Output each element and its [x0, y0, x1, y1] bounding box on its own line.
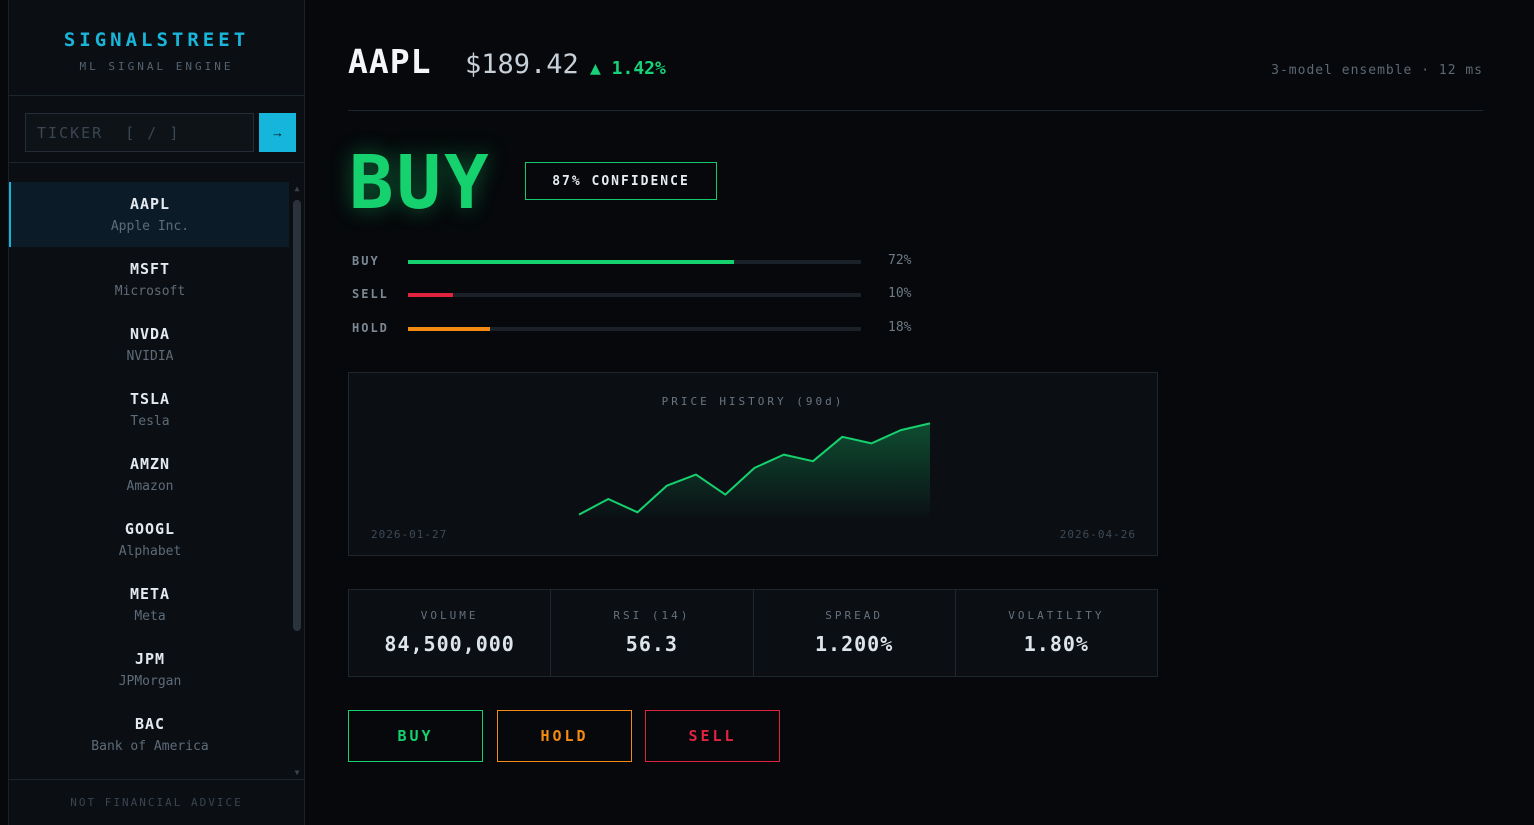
- stat-value: 56.3: [625, 632, 678, 656]
- brand: SIGNALSTREET ML SIGNAL ENGINE: [9, 0, 304, 96]
- stat-volatility: VOLATILITY 1.80%: [955, 590, 1157, 676]
- confidence-badge: 87% CONFIDENCE: [525, 162, 717, 200]
- ticker-item-symbol: TSLA: [129, 390, 171, 408]
- brand-subtitle: ML SIGNAL ENGINE: [79, 60, 234, 73]
- chart-area: [579, 423, 930, 519]
- stat-label: RSI (14): [613, 609, 691, 622]
- prob-fill: [408, 260, 735, 264]
- chart-end-date: 2026-04-26: [1059, 528, 1136, 541]
- signal-label: BUY: [349, 140, 492, 226]
- prob-label: BUY: [352, 254, 380, 268]
- scroll-up-icon[interactable]: ▲: [294, 184, 300, 193]
- chart-plot: [578, 422, 931, 519]
- stat-volume: VOLUME 84,500,000: [349, 590, 552, 676]
- ticker-item-company: JPMorgan: [118, 674, 182, 689]
- ticker-item-company: Alphabet: [118, 544, 182, 559]
- stat-label: VOLUME: [420, 609, 479, 622]
- stat-value: 1.200%: [815, 632, 894, 656]
- hold-button[interactable]: HOLD: [497, 710, 632, 762]
- ticker-item-company: Tesla: [130, 414, 170, 429]
- ticker-item-symbol: GOOGL: [124, 520, 176, 538]
- prob-value: 72%: [888, 253, 912, 268]
- prob-row-hold: HOLD 18%: [348, 319, 928, 339]
- ticker-search: →: [9, 96, 304, 163]
- ticker-item-symbol: NVDA: [129, 325, 171, 343]
- model-meta: 3-model ensemble · 12 ms: [1271, 63, 1483, 78]
- stat-value: 84,500,000: [384, 632, 515, 656]
- ticker-item-company: Apple Inc.: [110, 219, 190, 234]
- prob-fill: [408, 293, 454, 297]
- sidebar: SIGNALSTREET ML SIGNAL ENGINE → AAPL Appl…: [8, 0, 305, 825]
- ticker-item-company: NVIDIA: [126, 349, 174, 364]
- arrow-right-icon: →: [271, 125, 284, 140]
- ticker-item-symbol: JPM: [134, 650, 166, 668]
- ticker-item-jpm[interactable]: JPM JPMorgan: [9, 637, 289, 702]
- buy-button[interactable]: BUY: [348, 710, 483, 762]
- main-panel: AAPL $189.42 ▲ 1.42% 3-model ensemble · …: [348, 0, 1483, 825]
- ticker-item-amzn[interactable]: AMZN Amazon: [9, 442, 289, 507]
- ticker-item-company: Bank of America: [91, 739, 209, 754]
- prob-track: [408, 327, 861, 331]
- stats-row: VOLUME 84,500,000 RSI (14) 56.3 SPREAD 1.200%…: [348, 589, 1158, 677]
- prob-value: 18%: [888, 320, 912, 335]
- go-button[interactable]: →: [259, 113, 296, 152]
- ticker-item-bac[interactable]: BAC Bank of America: [9, 702, 289, 767]
- stat-value: 1.80%: [1023, 632, 1089, 656]
- ticker-item-symbol: META: [129, 585, 171, 603]
- price: $189.42: [465, 49, 579, 80]
- chart-title: PRICE HISTORY (90d): [661, 395, 845, 408]
- ticker-item-nvda[interactable]: NVDA NVIDIA: [9, 312, 289, 377]
- stat-label: VOLATILITY: [1008, 609, 1105, 622]
- brand-name: SIGNALSTREET: [63, 29, 250, 51]
- ticker-item-tsla[interactable]: TSLA Tesla: [9, 377, 289, 442]
- prob-label: SELL: [352, 287, 389, 301]
- ticker-input[interactable]: [25, 113, 254, 152]
- prob-track: [408, 293, 861, 297]
- ticker-item-company: Microsoft: [114, 284, 186, 299]
- prob-fill: [408, 327, 490, 331]
- ticker-item-aapl[interactable]: AAPL Apple Inc.: [9, 182, 289, 247]
- ticker-item-msft[interactable]: MSFT Microsoft: [9, 247, 289, 312]
- ticker-item-meta[interactable]: META Meta: [9, 572, 289, 637]
- stat-label: SPREAD: [825, 609, 883, 622]
- ticker-item-symbol: MSFT: [129, 260, 171, 278]
- stat-rsi: RSI (14) 56.3: [551, 590, 754, 676]
- quote-header: AAPL $189.42 ▲ 1.42% 3-model ensemble · …: [348, 0, 1483, 111]
- prob-value: 10%: [888, 286, 912, 301]
- ticker-item-googl[interactable]: GOOGL Alphabet: [9, 507, 289, 572]
- sell-button[interactable]: SELL: [645, 710, 780, 762]
- disclaimer: NOT FINANCIAL ADVICE: [9, 779, 304, 825]
- price-change: ▲ 1.42%: [590, 58, 666, 79]
- ticker-item-symbol: AAPL: [129, 195, 171, 213]
- ticker-symbol: AAPL: [348, 42, 432, 81]
- ticker-item-symbol: BAC: [134, 715, 166, 733]
- chart-start-date: 2026-01-27: [371, 528, 448, 541]
- ticker-list-scrollbar[interactable]: ▲ ▼: [292, 185, 302, 777]
- price-history-chart: PRICE HISTORY (90d) 2026-01-27 2026-04-2…: [348, 372, 1158, 556]
- prob-track: [408, 260, 861, 264]
- prob-label: HOLD: [352, 321, 389, 335]
- prob-row-buy: BUY 72%: [348, 252, 928, 272]
- ticker-item-company: Meta: [134, 609, 166, 624]
- ticker-item-symbol: AMZN: [129, 455, 171, 473]
- scroll-down-icon[interactable]: ▼: [294, 768, 300, 777]
- ticker-list: AAPL Apple Inc. MSFT Microsoft NVDA NVIDIA TSL…: [9, 182, 289, 767]
- scrollbar-thumb[interactable]: [293, 200, 301, 631]
- prob-row-sell: SELL 10%: [348, 285, 928, 305]
- stat-spread: SPREAD 1.200%: [753, 590, 956, 676]
- ticker-item-company: Amazon: [126, 479, 174, 494]
